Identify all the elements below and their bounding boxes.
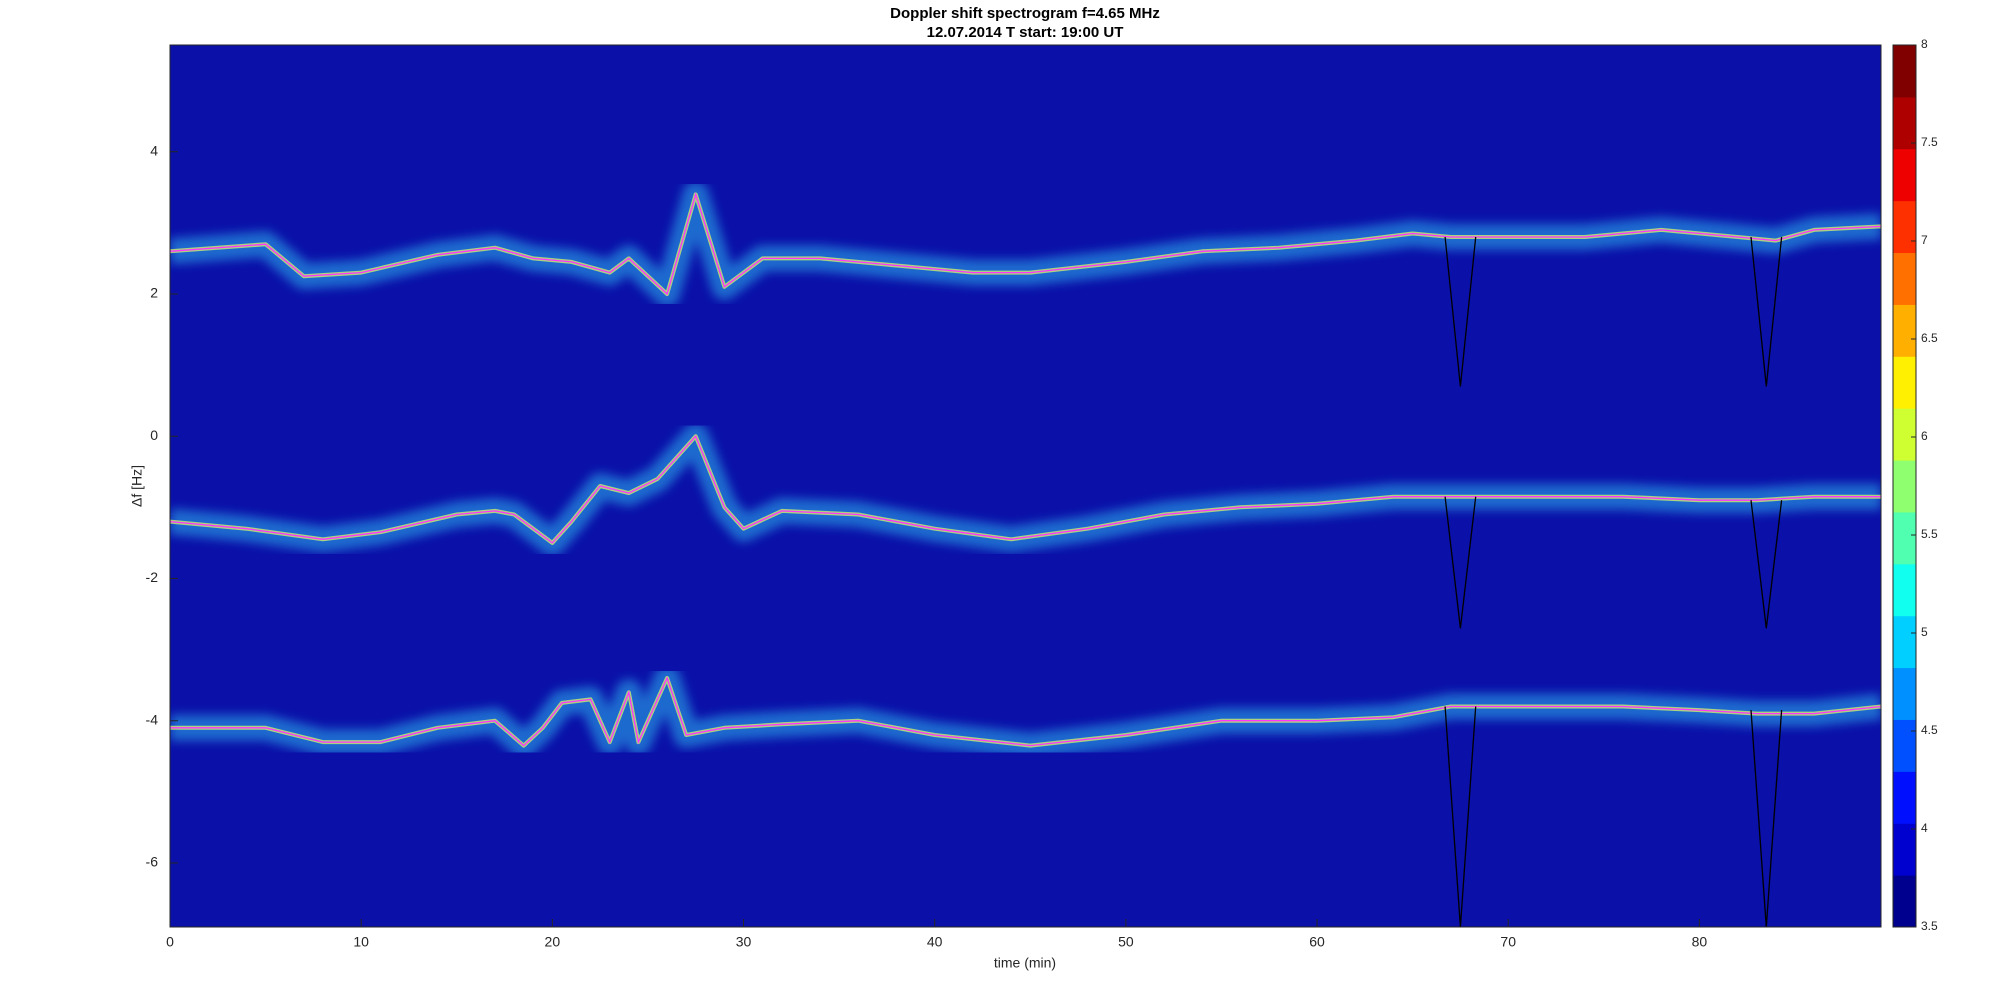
trace-line (170, 192, 1881, 296)
colorbar-swatch (1893, 615, 1916, 669)
colorbar-tick-label: 3.5 (1921, 919, 1938, 933)
y-tick-label: 2 (150, 285, 158, 301)
colorbar-swatch (1893, 563, 1916, 617)
x-tick-label: 80 (1692, 934, 1708, 950)
colorbar-swatch (1893, 200, 1916, 254)
trace-line (1444, 706, 1783, 927)
x-tick-label: 60 (1309, 934, 1325, 950)
x-tick-label: 0 (166, 934, 174, 950)
colorbar-tick-label: 4.5 (1921, 723, 1938, 737)
colorbar-swatch (1893, 148, 1916, 202)
colorbar-swatch (1893, 356, 1916, 409)
y-axis-label: Δf [Hz] (129, 465, 145, 507)
colorbar-swatch (1893, 408, 1916, 461)
colorbar-swatch (1893, 45, 1916, 98)
x-tick-label: 50 (1118, 934, 1134, 950)
chart-subtitle: 12.07.2014 T start: 19:00 UT (927, 24, 1124, 41)
plot-frame (169, 44, 1882, 928)
colorbar-tick-label: 5.5 (1921, 527, 1938, 541)
trace-line (170, 676, 1881, 747)
colorbar-swatch (1893, 771, 1916, 824)
x-tick-label: 20 (545, 934, 561, 950)
colorbar-tick-label: 7 (1921, 233, 1928, 247)
colorbar-swatch (1893, 460, 1916, 513)
x-tick-label: 40 (927, 934, 943, 950)
trace-line (1444, 236, 1783, 387)
colorbar-swatch (1893, 667, 1916, 720)
x-tick-label: 10 (353, 934, 369, 950)
colorbar-frame (1892, 44, 1917, 928)
colorbar-swatch (1893, 875, 1916, 928)
colorbar-tick-label: 5 (1921, 625, 1928, 639)
y-tick-label: -2 (146, 569, 159, 585)
colorbar-tick-label: 6.5 (1921, 331, 1938, 345)
colorbar-swatch (1893, 719, 1916, 772)
y-tick-label: -4 (146, 711, 159, 727)
x-tick-label: 70 (1500, 934, 1516, 950)
y-tick-label: 0 (150, 427, 158, 443)
colorbar-tick-label: 8 (1921, 37, 1928, 51)
y-tick-label: 4 (150, 142, 158, 158)
colorbar-tick-label: 7.5 (1921, 135, 1938, 149)
chart-title: Doppler shift spectrogram f=4.65 MHz (890, 5, 1160, 22)
colorbar-swatch (1893, 96, 1916, 150)
trace-line (1444, 496, 1783, 629)
x-axis-label: time (min) (994, 955, 1056, 971)
colorbar-swatch (1893, 304, 1916, 357)
colorbar-tick-label: 4 (1921, 821, 1928, 835)
colorbar-tick-label: 6 (1921, 429, 1928, 443)
colorbar-swatch (1893, 823, 1916, 876)
colorbar-swatch (1893, 252, 1916, 305)
colorbar-swatch (1893, 511, 1916, 565)
x-tick-label: 30 (736, 934, 752, 950)
y-tick-label: -6 (146, 854, 159, 870)
trace-line (170, 434, 1881, 544)
